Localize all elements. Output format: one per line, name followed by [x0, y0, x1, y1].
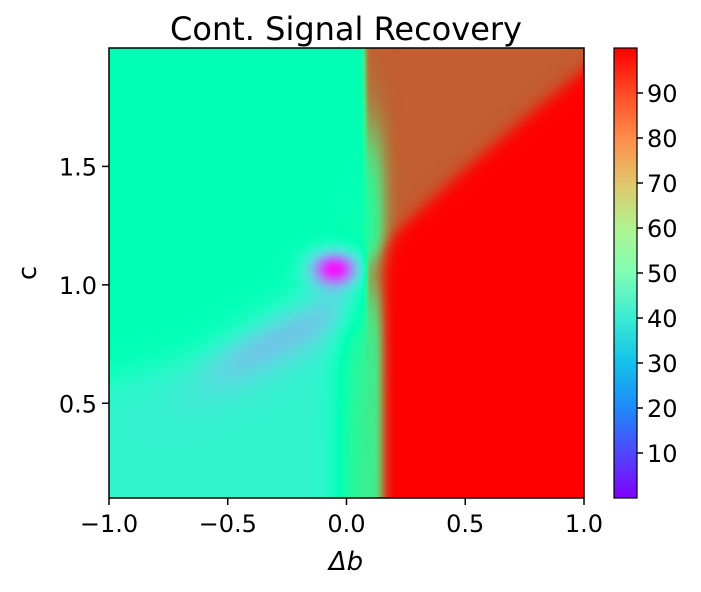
x-axis-ticks: −1.0 −0.5 0.0 0.5 1.0: [80, 498, 603, 538]
x-tick-label: −1.0: [80, 510, 138, 538]
colorbar-tick-label: 70: [647, 170, 678, 198]
colorbar-tick-label: 20: [647, 395, 678, 423]
x-tick-label: 1.0: [565, 510, 603, 538]
colorbar-tick-label: 90: [647, 80, 678, 108]
colorbar-ticks: 10 20 30 40 50 60 70 80 90: [637, 80, 678, 468]
x-tick-label: −0.5: [199, 510, 257, 538]
x-axis-label: Δb: [327, 547, 363, 577]
colorbar-tick-label: 30: [647, 350, 678, 378]
colorbar-tick-label: 60: [647, 215, 678, 243]
y-tick-label: 1.5: [59, 153, 97, 181]
heatmap-image: [109, 48, 584, 498]
y-tick-label: 1.0: [59, 272, 97, 300]
heatmap-area: [109, 48, 584, 498]
colorbar-tick-label: 50: [647, 260, 678, 288]
y-axis-label: c: [13, 266, 43, 280]
chart-title: Cont. Signal Recovery: [170, 10, 522, 48]
x-tick-label: 0.5: [446, 510, 484, 538]
colorbar: [613, 47, 638, 499]
colorbar-tick-label: 80: [647, 125, 678, 153]
x-tick-label: 0.0: [327, 510, 365, 538]
y-tick-label: 0.5: [59, 390, 97, 418]
colorbar-tick-label: 10: [647, 440, 678, 468]
y-axis-ticks: 0.5 1.0 1.5: [59, 153, 109, 418]
colorbar-tick-label: 40: [647, 305, 678, 333]
